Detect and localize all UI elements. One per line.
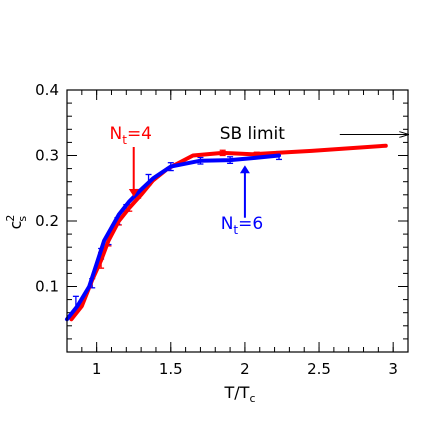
y-tick-label: 0.1 <box>35 278 59 296</box>
axis-tick-labels: 1 1.5 2 2.5 3 0.1 0.2 0.3 0.4 <box>35 81 398 378</box>
nt6-label: Nt=6 <box>221 214 263 237</box>
sb-label: SB limit <box>220 124 286 144</box>
x-tick-label: 1 <box>92 360 102 378</box>
axis-ticks <box>66 89 409 353</box>
nt4-label: Nt=4 <box>110 124 153 147</box>
y-tick-label: 0.4 <box>35 81 59 99</box>
x-tick-label: 3 <box>388 360 398 378</box>
x-axis-title: T/Tc <box>224 383 256 405</box>
y-tick-label: 0.3 <box>35 147 59 165</box>
x-tick-label: 2.5 <box>307 360 331 378</box>
x-tick-label: 1.5 <box>159 360 183 378</box>
plot-frame <box>66 89 409 353</box>
x-tick-label: 2 <box>240 360 250 378</box>
y-tick-label: 0.2 <box>35 212 59 230</box>
y-axis-title: c2s <box>4 215 29 230</box>
series-line-nt-6 <box>65 153 281 322</box>
series-lines <box>65 143 388 322</box>
annotations: Nt=4 Nt=6 SB limit <box>110 124 408 237</box>
svg-text:c2s: c2s <box>4 215 29 230</box>
